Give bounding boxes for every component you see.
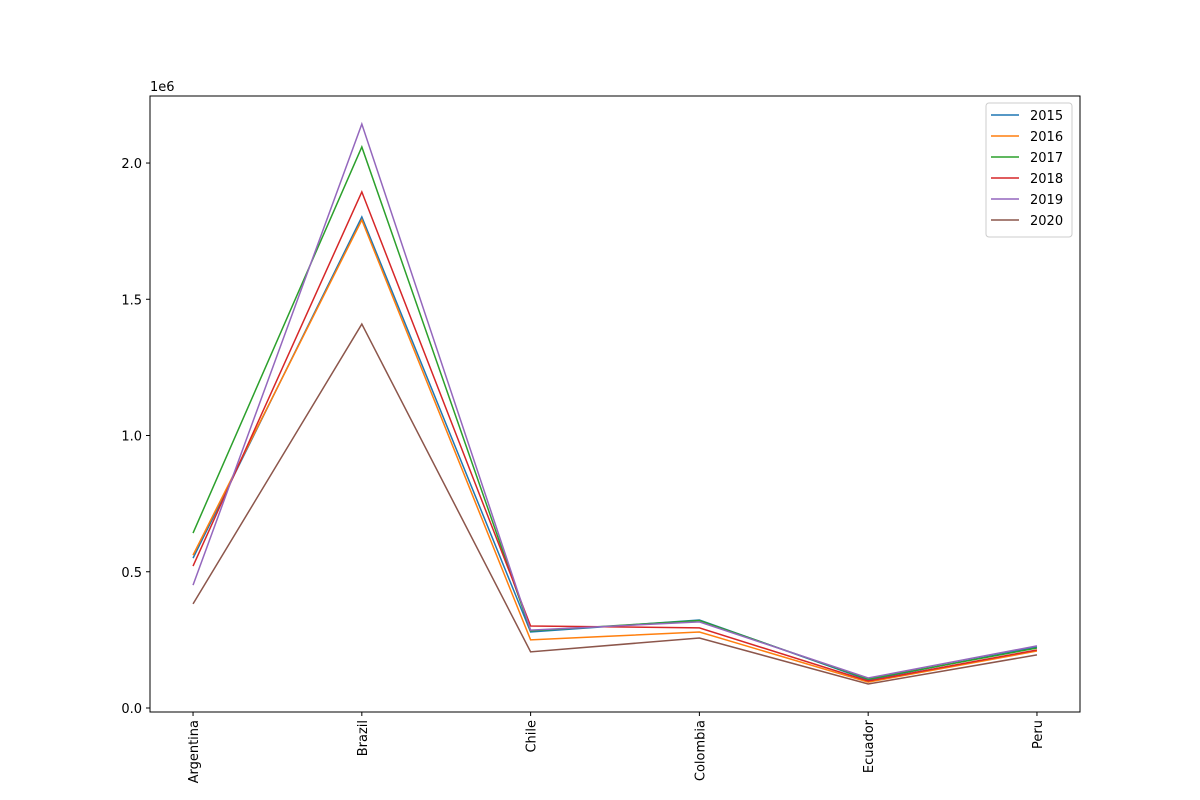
- legend-label: 2020: [1030, 214, 1063, 229]
- series-line: [192, 218, 1038, 683]
- legend-label: 2016: [1030, 130, 1063, 145]
- x-tick-label: Peru: [1031, 720, 1046, 749]
- y-offset-label: 1e6: [150, 80, 175, 95]
- x-tick-label: Chile: [525, 720, 540, 753]
- x-tick-label: Brazil: [356, 720, 371, 756]
- legend-label: 2017: [1030, 151, 1063, 166]
- series-line: [192, 121, 1038, 679]
- y-tick-label: 1.5: [121, 293, 142, 308]
- legend: 2015 2016 2017 2018 2019 2020: [985, 102, 1073, 238]
- series-line: [192, 144, 1038, 680]
- legend-label: 2015: [1030, 109, 1063, 124]
- x-tick-label: Ecuador: [862, 719, 877, 773]
- x-tick-label: Colombia: [693, 720, 708, 781]
- series-line: [192, 322, 1038, 685]
- y-tick-label: 1.0: [121, 430, 142, 445]
- legend-label: 2019: [1030, 193, 1063, 208]
- series-line: [192, 189, 1038, 682]
- y-tick-label: 0.5: [121, 566, 142, 581]
- x-tick-label: Argentina: [187, 720, 202, 783]
- plot-frame: [149, 95, 1081, 713]
- y-tick-label: 0.0: [121, 702, 142, 717]
- legend-label: 2018: [1030, 172, 1063, 187]
- y-tick-label: 2.0: [121, 157, 142, 172]
